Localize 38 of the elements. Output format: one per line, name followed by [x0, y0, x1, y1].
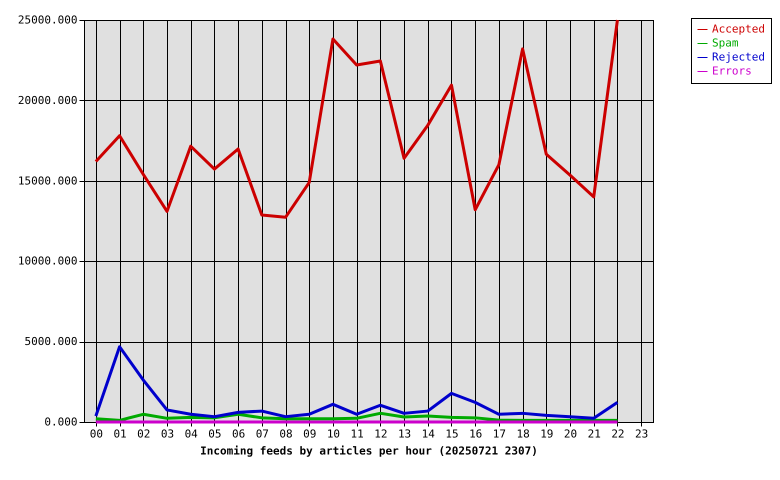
x-tick-label: 04: [184, 428, 198, 440]
x-tick-label: 12: [374, 428, 388, 440]
x-tick-label: 00: [90, 428, 103, 440]
line-series: [94, 18, 619, 219]
x-tick-label: 11: [350, 428, 364, 440]
y-tick-label: 15000.000: [18, 174, 78, 188]
x-tick-label: 08: [279, 428, 293, 440]
y-tick-label: 20000.000: [18, 94, 78, 107]
x-tick-label: 22: [611, 428, 625, 440]
x-tick-label: 02: [137, 428, 150, 440]
x-axis-title: Incoming feeds by articles per hour (20250721 2307): [200, 444, 538, 458]
legend-label: Accepted: [712, 22, 765, 36]
legend-label: Rejected: [712, 50, 765, 64]
x-tick-label: 03: [160, 428, 174, 440]
x-tick-label: 17: [492, 428, 506, 440]
x-tick-label: 15: [445, 428, 459, 440]
x-tick-label: 21: [588, 428, 601, 440]
x-tick-label: 01: [113, 428, 127, 440]
x-tick-label: 13: [398, 428, 412, 440]
x-tick-label: 10: [326, 428, 340, 440]
x-tick-label: 16: [469, 428, 482, 440]
x-tick-label: 19: [540, 428, 554, 440]
x-tick-label: 14: [422, 428, 436, 440]
x-tick-label: 18: [516, 428, 530, 440]
line-series: [94, 345, 619, 420]
y-tick-label: 5000.000: [24, 335, 78, 348]
x-tick-label: 09: [303, 428, 316, 440]
x-tick-label: 23: [635, 428, 648, 440]
y-tick-label: 0.000: [44, 416, 78, 428]
line-series: [94, 412, 619, 422]
legend-label: Errors: [712, 64, 752, 78]
x-tick-label: 06: [232, 428, 246, 440]
y-tick-label: 10000.000: [18, 254, 78, 268]
x-tick-label: 05: [208, 428, 222, 440]
legend-label: Spam: [712, 36, 739, 50]
y-tick-label: 25000.000: [18, 14, 78, 26]
x-tick-label: 20: [564, 428, 578, 440]
x-tick-label: 07: [256, 428, 269, 440]
